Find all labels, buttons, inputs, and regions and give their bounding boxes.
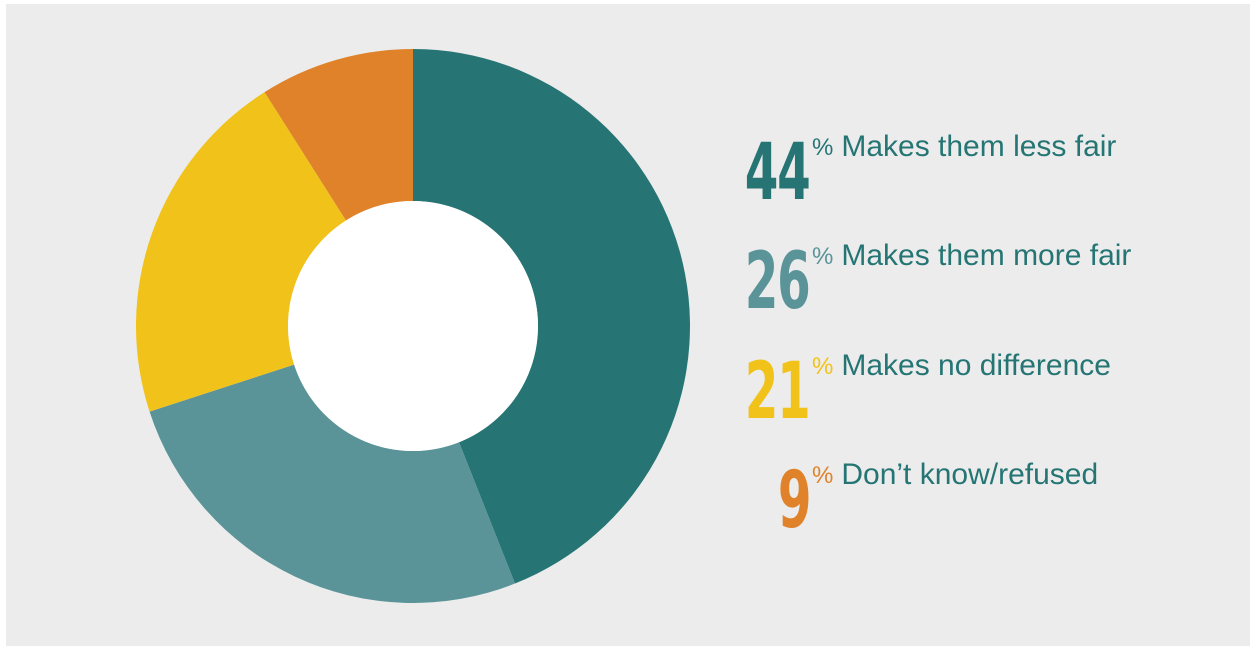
legend-item-dont-know: 9 % Don’t know/refused — [734, 456, 1250, 552]
percent-sign: % — [812, 134, 834, 161]
legend-value: 26 — [745, 237, 811, 327]
legend-value: 44 — [745, 128, 811, 218]
donut-slice-3 — [135, 92, 347, 412]
donut-slice-1 — [413, 49, 691, 584]
percent-sign: % — [812, 243, 834, 270]
legend-label: Makes no difference — [841, 349, 1111, 382]
donut-slice-4 — [264, 49, 413, 221]
legend-value: 9 — [777, 456, 812, 546]
legend-label: Don’t know/refused — [841, 458, 1099, 491]
percent-sign: % — [812, 353, 834, 380]
legend-item-no-difference: 21 % Makes no difference — [734, 347, 1250, 443]
chart-panel: 44 % Makes them less fair 26 % Makes the… — [6, 4, 1250, 646]
donut-chart — [135, 49, 691, 603]
percent-sign: % — [812, 462, 834, 489]
legend-item-less-fair: 44 % Makes them less fair — [734, 128, 1250, 224]
legend-value: 21 — [745, 347, 811, 437]
legend-item-more-fair: 26 % Makes them more fair — [734, 237, 1250, 333]
donut-hole — [288, 201, 538, 451]
donut-slice-2 — [149, 364, 515, 603]
legend-label: Makes them more fair — [841, 239, 1132, 272]
legend-label: Makes them less fair — [841, 130, 1117, 163]
